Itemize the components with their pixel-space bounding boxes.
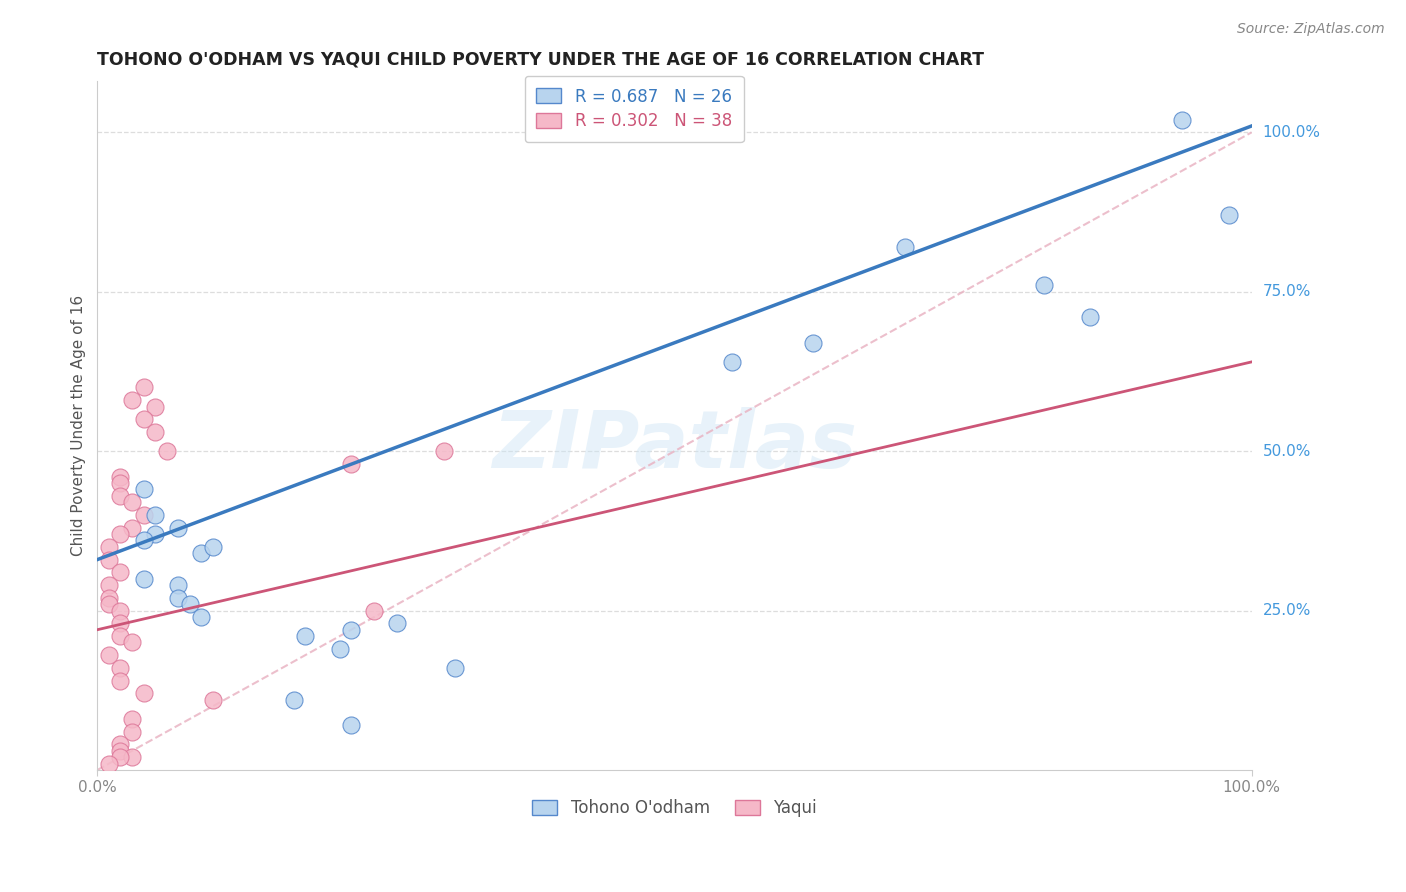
Text: TOHONO O'ODHAM VS YAQUI CHILD POVERTY UNDER THE AGE OF 16 CORRELATION CHART: TOHONO O'ODHAM VS YAQUI CHILD POVERTY UN…	[97, 51, 984, 69]
Point	[121, 495, 143, 509]
Point	[167, 591, 190, 605]
Point	[444, 661, 467, 675]
Text: 100.0%: 100.0%	[1263, 125, 1320, 140]
Point	[97, 591, 120, 605]
Point	[121, 393, 143, 408]
Point	[179, 597, 201, 611]
Point	[340, 718, 363, 732]
Point	[121, 635, 143, 649]
Point	[110, 744, 132, 758]
Point	[121, 521, 143, 535]
Point	[155, 444, 177, 458]
Point	[110, 469, 132, 483]
Point	[121, 712, 143, 726]
Point	[190, 546, 212, 560]
Point	[132, 412, 155, 426]
Legend: Tohono O'odham, Yaqui: Tohono O'odham, Yaqui	[526, 792, 824, 823]
Point	[110, 661, 132, 675]
Point	[110, 750, 132, 764]
Point	[110, 629, 132, 643]
Point	[340, 457, 363, 471]
Text: ZIPatlas: ZIPatlas	[492, 408, 858, 485]
Point	[1032, 278, 1054, 293]
Point	[143, 425, 166, 439]
Point	[110, 476, 132, 491]
Point	[97, 540, 120, 554]
Point	[97, 552, 120, 566]
Point	[132, 572, 155, 586]
Text: Source: ZipAtlas.com: Source: ZipAtlas.com	[1237, 22, 1385, 37]
Text: 25.0%: 25.0%	[1263, 603, 1310, 618]
Point	[329, 641, 352, 656]
Point	[110, 616, 132, 631]
Point	[97, 578, 120, 592]
Point	[1218, 208, 1240, 222]
Point	[167, 521, 190, 535]
Point	[110, 604, 132, 618]
Point	[433, 444, 456, 458]
Point	[387, 616, 409, 631]
Point	[143, 508, 166, 522]
Point	[283, 693, 305, 707]
Point	[132, 533, 155, 548]
Point	[201, 693, 224, 707]
Point	[97, 648, 120, 663]
Y-axis label: Child Poverty Under the Age of 16: Child Poverty Under the Age of 16	[72, 295, 86, 557]
Point	[132, 483, 155, 497]
Point	[132, 508, 155, 522]
Point	[110, 566, 132, 580]
Point	[110, 489, 132, 503]
Point	[721, 355, 744, 369]
Point	[167, 578, 190, 592]
Point	[121, 750, 143, 764]
Point	[132, 380, 155, 394]
Point	[1078, 310, 1101, 325]
Point	[1171, 112, 1194, 127]
Point	[97, 597, 120, 611]
Point	[801, 335, 824, 350]
Point	[201, 540, 224, 554]
Point	[132, 686, 155, 700]
Point	[190, 610, 212, 624]
Point	[110, 527, 132, 541]
Point	[894, 240, 917, 254]
Point	[97, 756, 120, 771]
Point	[363, 604, 385, 618]
Point	[294, 629, 316, 643]
Point	[110, 738, 132, 752]
Point	[143, 527, 166, 541]
Point	[340, 623, 363, 637]
Point	[143, 400, 166, 414]
Point	[110, 673, 132, 688]
Point	[121, 724, 143, 739]
Text: 75.0%: 75.0%	[1263, 285, 1310, 300]
Text: 50.0%: 50.0%	[1263, 443, 1310, 458]
